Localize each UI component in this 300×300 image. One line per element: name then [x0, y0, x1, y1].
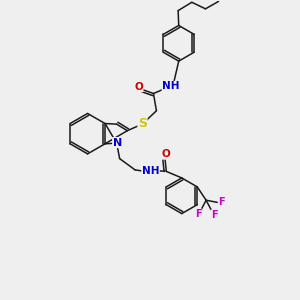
Text: NH: NH	[162, 81, 180, 92]
Text: NH: NH	[142, 166, 159, 176]
Text: F: F	[211, 210, 217, 220]
Text: F: F	[218, 197, 225, 207]
Text: O: O	[134, 82, 143, 92]
Text: S: S	[138, 117, 147, 130]
Text: O: O	[161, 149, 170, 159]
Text: F: F	[195, 209, 201, 219]
Text: N: N	[112, 138, 122, 148]
